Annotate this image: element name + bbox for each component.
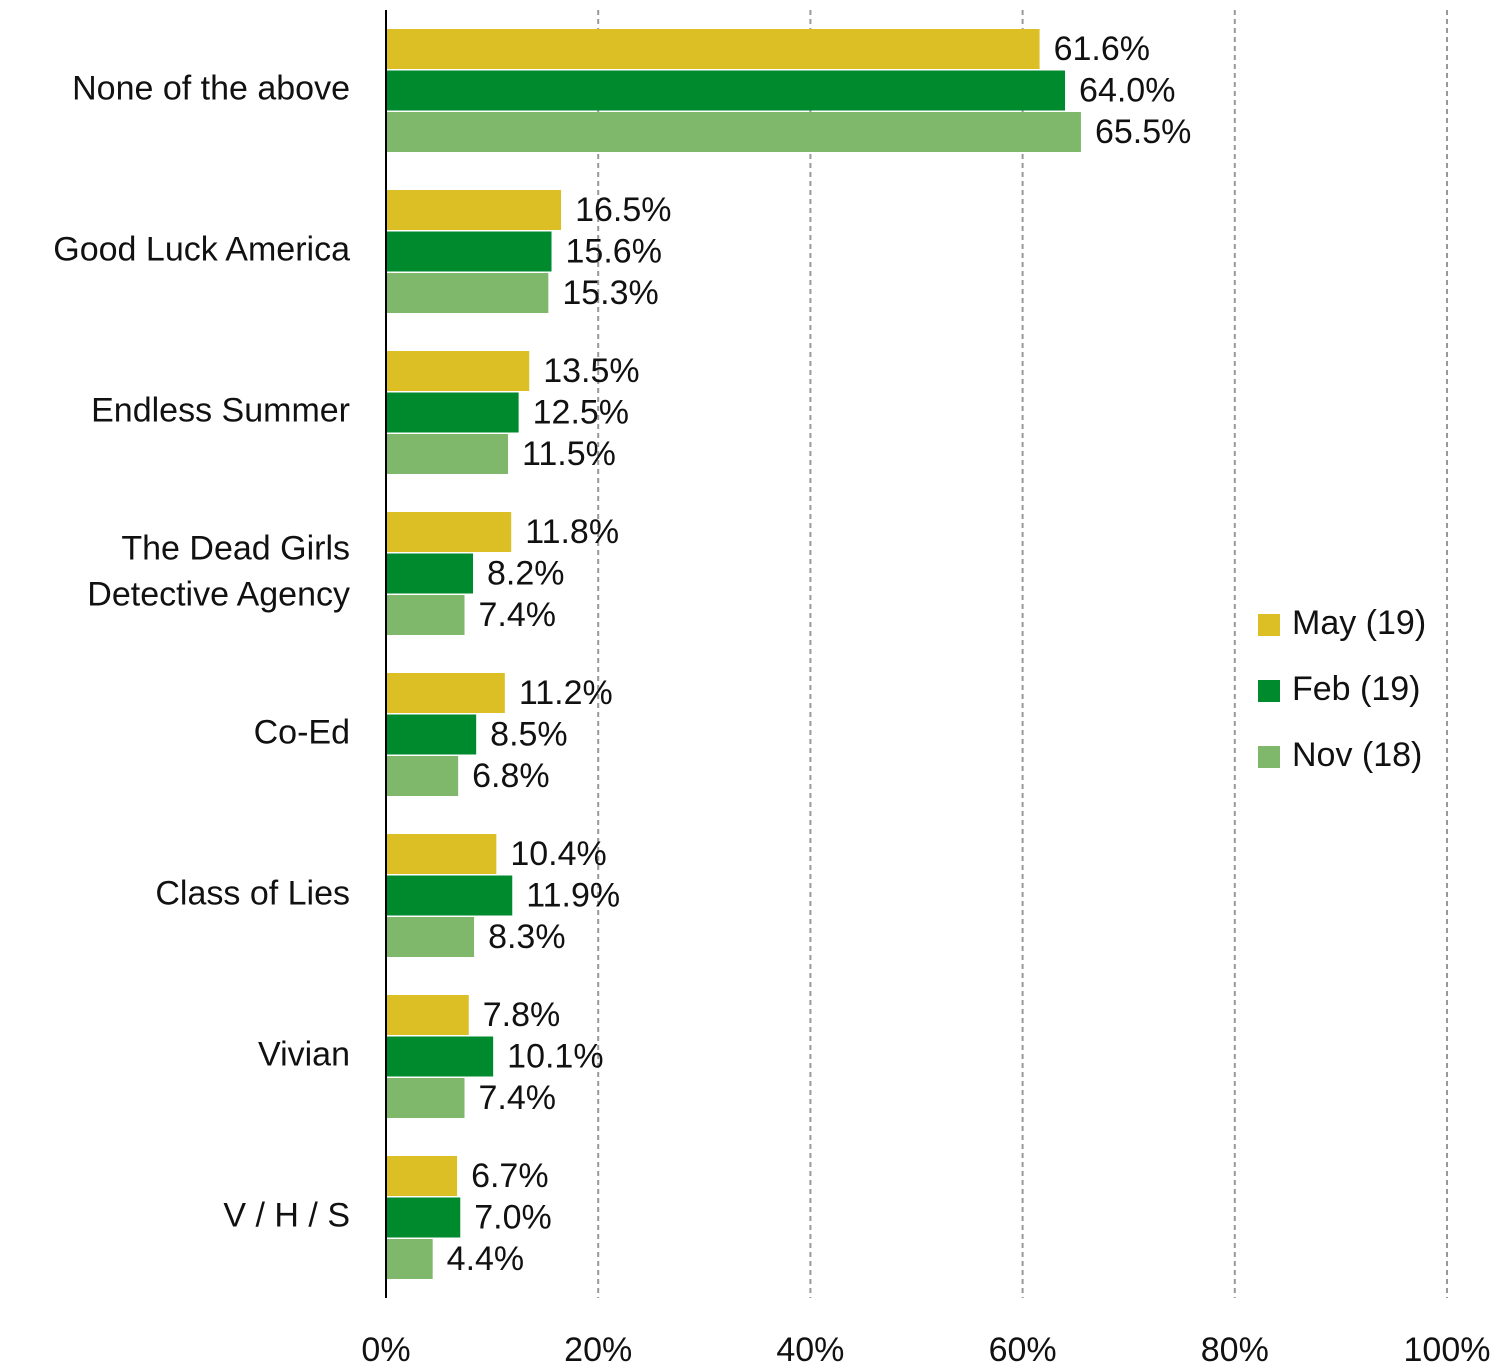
x-tick-label: 80% — [1201, 1331, 1269, 1369]
bar — [386, 1078, 465, 1118]
bar — [386, 1197, 461, 1238]
y-tick-label: None of the above — [72, 69, 350, 107]
value-label: 64.0% — [1079, 71, 1175, 109]
value-label: 11.2% — [519, 674, 613, 712]
value-label: 11.9% — [526, 876, 620, 914]
y-tick-label: The Dead Girls Detective Agency — [87, 529, 350, 613]
value-label: 4.4% — [447, 1240, 524, 1278]
y-tick-label: Co-Ed — [254, 713, 350, 751]
value-label: 11.8% — [525, 513, 619, 551]
legend-label: May (19) — [1292, 604, 1426, 642]
value-label: 8.2% — [487, 554, 565, 592]
x-tick-label: 0% — [361, 1331, 410, 1369]
value-label: 15.3% — [562, 274, 658, 312]
x-tick-label: 60% — [989, 1331, 1057, 1369]
value-label: 15.6% — [566, 232, 662, 270]
bar — [386, 1036, 494, 1077]
x-tick-label: 20% — [564, 1331, 632, 1369]
bar — [386, 351, 530, 391]
bar — [386, 756, 459, 796]
bar — [386, 917, 475, 957]
x-tick-label: 40% — [776, 1331, 844, 1369]
bar — [386, 273, 549, 313]
legend-label: Feb (19) — [1292, 670, 1421, 708]
y-tick-label: V / H / S — [223, 1196, 350, 1234]
bar — [386, 714, 477, 755]
value-label: 12.5% — [533, 393, 629, 431]
value-label: 7.4% — [479, 1079, 557, 1117]
legend-swatch — [1258, 614, 1280, 636]
bar — [386, 1239, 433, 1279]
bar — [386, 995, 469, 1035]
bar — [386, 231, 552, 272]
value-label: 6.7% — [471, 1157, 549, 1195]
value-label: 65.5% — [1095, 113, 1191, 151]
value-label: 13.5% — [543, 352, 639, 390]
legend-swatch — [1258, 746, 1280, 768]
legend-swatch — [1258, 680, 1280, 702]
value-label: 7.8% — [483, 996, 561, 1034]
bar — [386, 392, 519, 433]
bar — [386, 434, 509, 474]
bar — [386, 673, 505, 713]
bar — [386, 1156, 458, 1196]
bar — [386, 70, 1066, 111]
bar — [386, 112, 1081, 152]
bar — [386, 553, 474, 594]
value-label: 7.0% — [474, 1198, 552, 1236]
bar — [386, 595, 465, 635]
value-label: 10.4% — [510, 835, 606, 873]
value-label: 11.5% — [522, 435, 616, 473]
value-label: 8.5% — [490, 715, 568, 753]
y-tick-label: Vivian — [258, 1035, 350, 1073]
bar — [386, 29, 1040, 69]
x-tick-label: 100% — [1404, 1331, 1491, 1369]
y-tick-label: Class of Lies — [155, 874, 350, 912]
value-label: 10.1% — [507, 1037, 603, 1075]
bar — [386, 834, 497, 874]
y-tick-label: Good Luck America — [53, 230, 350, 268]
bar — [386, 512, 512, 552]
value-label: 16.5% — [575, 191, 671, 229]
y-tick-label: Endless Summer — [91, 391, 350, 429]
value-label: 7.4% — [479, 596, 557, 634]
value-label: 6.8% — [472, 757, 550, 795]
legend-label: Nov (18) — [1292, 736, 1422, 774]
bar — [386, 190, 562, 230]
bar — [386, 875, 513, 916]
value-label: 8.3% — [488, 918, 566, 956]
value-label: 61.6% — [1054, 30, 1150, 68]
